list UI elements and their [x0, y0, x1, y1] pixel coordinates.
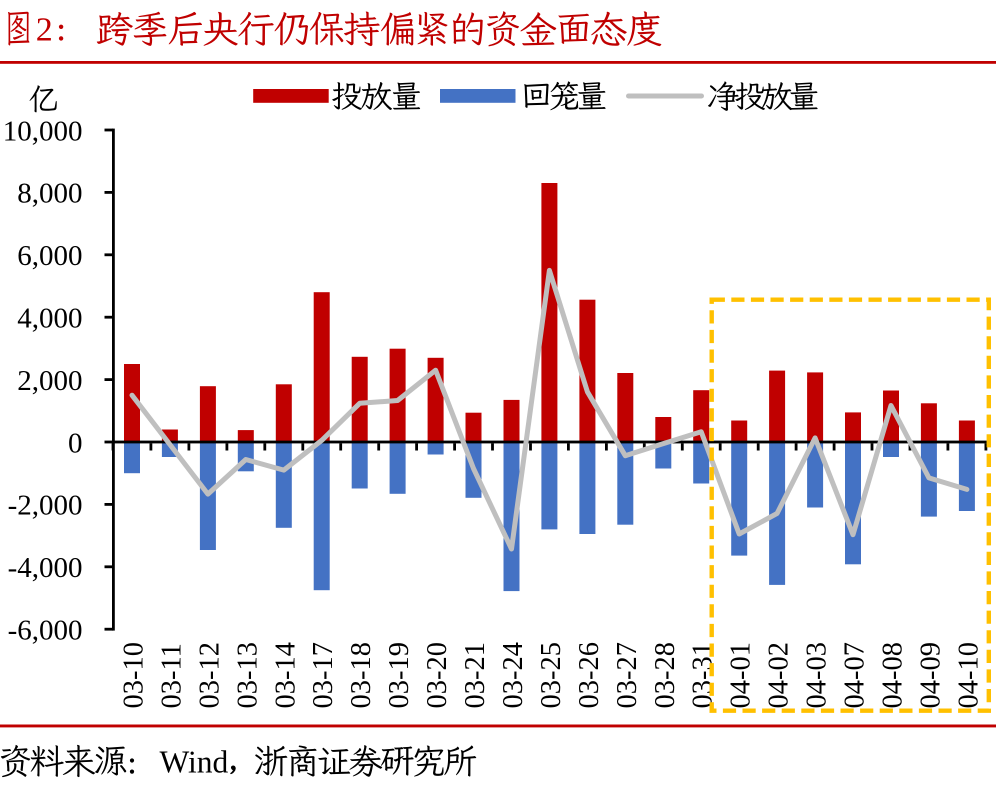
svg-text:0: 0 — [68, 427, 83, 459]
svg-text:2,000: 2,000 — [17, 365, 82, 397]
svg-text:03-18: 03-18 — [346, 642, 377, 709]
svg-text:04-07: 04-07 — [840, 642, 871, 709]
svg-text:8,000: 8,000 — [17, 178, 82, 210]
svg-text:Wind: Wind — [160, 744, 229, 779]
svg-text:04-10: 04-10 — [953, 642, 984, 709]
svg-text:03-11: 03-11 — [156, 643, 187, 708]
svg-text:03-19: 03-19 — [384, 642, 415, 709]
svg-text:03-13: 03-13 — [232, 642, 263, 709]
svg-text:-2,000: -2,000 — [8, 490, 83, 522]
svg-text:03-10: 03-10 — [119, 642, 150, 709]
svg-text:03-21: 03-21 — [460, 642, 491, 709]
svg-text:03-28: 03-28 — [650, 642, 681, 709]
svg-text:03-25: 03-25 — [536, 642, 567, 709]
svg-text:03-24: 03-24 — [498, 642, 529, 709]
svg-text:2: 2 — [36, 11, 53, 48]
svg-text:03-31: 03-31 — [688, 642, 719, 709]
svg-text:03-27: 03-27 — [612, 642, 643, 709]
svg-text:03-26: 03-26 — [574, 642, 605, 709]
svg-text:10,000: 10,000 — [3, 115, 83, 147]
svg-text:04-08: 04-08 — [878, 642, 909, 709]
svg-text:04-01: 04-01 — [726, 642, 757, 709]
svg-text:6,000: 6,000 — [17, 240, 82, 272]
svg-text:04-02: 04-02 — [764, 642, 795, 709]
svg-text:03-17: 03-17 — [308, 642, 339, 709]
svg-text:03-12: 03-12 — [194, 642, 225, 709]
svg-text:04-03: 04-03 — [802, 642, 833, 709]
svg-text:4,000: 4,000 — [17, 303, 82, 335]
svg-text:03-20: 03-20 — [422, 642, 453, 709]
svg-text:-4,000: -4,000 — [8, 552, 83, 584]
svg-text:-6,000: -6,000 — [8, 615, 83, 647]
svg-text:04-09: 04-09 — [915, 642, 946, 709]
svg-text:03-14: 03-14 — [270, 642, 301, 709]
